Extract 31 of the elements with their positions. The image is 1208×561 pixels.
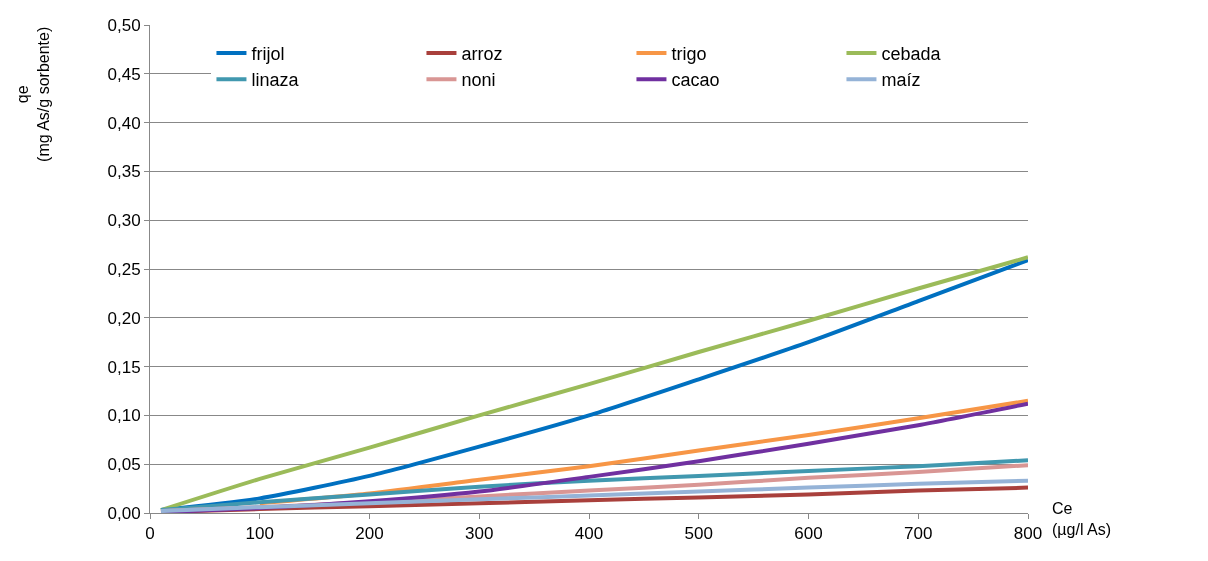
y-tick-label: 0,20 xyxy=(107,308,141,328)
y-tick-label: 0,00 xyxy=(107,503,141,523)
y-tick-label: 0,05 xyxy=(107,455,141,475)
x-tick-label: 600 xyxy=(794,524,823,544)
x-tick-label: 700 xyxy=(904,524,933,544)
legend-label: noni xyxy=(461,70,496,91)
x-tick-label: 500 xyxy=(684,524,713,544)
legend-label: cebada xyxy=(881,43,942,64)
legend-label: maíz xyxy=(881,70,921,91)
y-axis-title: qe (mg As/g sorbente) xyxy=(13,26,52,162)
x-tick-label: 800 xyxy=(1013,524,1043,544)
x-tick-label: 400 xyxy=(574,524,604,544)
y-tick-label: 0,10 xyxy=(107,406,141,426)
line-series xyxy=(158,478,1028,513)
x-tick-label: 100 xyxy=(245,524,274,544)
y-tick-label: 0,15 xyxy=(107,357,141,377)
x-tick-label: 200 xyxy=(355,524,384,544)
legend-label: frijol xyxy=(251,43,285,64)
x-axis-title: Ce (µg/l As) xyxy=(1052,500,1112,538)
y-tick-label: 0,30 xyxy=(107,211,141,231)
y-tick-label: 0,45 xyxy=(107,64,141,84)
x-tick-label: 0 xyxy=(145,524,155,544)
legend-label: linaza xyxy=(251,70,300,91)
legend-label: trigo xyxy=(671,43,707,64)
y-tick-label: 0,50 xyxy=(107,15,141,35)
y-tick-label: 0,40 xyxy=(107,113,141,133)
legend-label: cacao xyxy=(671,70,720,91)
legend-label: arroz xyxy=(461,43,503,64)
x-tick-label: 300 xyxy=(465,524,494,544)
y-tick-label: 0,35 xyxy=(107,162,141,182)
y-tick-label: 0,25 xyxy=(107,259,141,279)
